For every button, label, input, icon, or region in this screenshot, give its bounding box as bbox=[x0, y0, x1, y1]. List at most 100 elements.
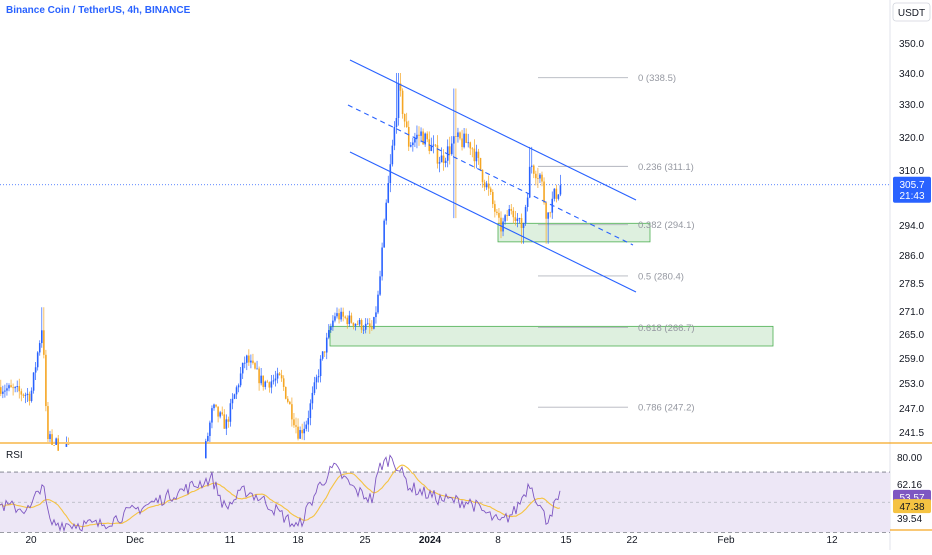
candle-body bbox=[414, 138, 416, 143]
candle-body bbox=[289, 401, 291, 405]
candle-body bbox=[282, 378, 285, 387]
candle-body bbox=[412, 142, 414, 146]
candle-body bbox=[518, 218, 521, 219]
candle-body bbox=[362, 329, 365, 331]
candle-body bbox=[241, 362, 244, 374]
price-axis-tick: 294.0 bbox=[899, 221, 924, 232]
candle-body bbox=[284, 386, 287, 399]
support-zone[interactable] bbox=[497, 222, 651, 243]
candle-body bbox=[498, 212, 500, 218]
current-price-value: 305.7 bbox=[899, 180, 924, 191]
candle-body bbox=[405, 121, 408, 127]
channel-lower-line[interactable] bbox=[349, 151, 637, 293]
candle-body bbox=[430, 145, 433, 152]
candle-body bbox=[508, 209, 510, 216]
candle-body bbox=[391, 145, 394, 165]
candle-body bbox=[369, 323, 371, 328]
candle-body bbox=[344, 316, 346, 318]
candle-body bbox=[555, 188, 558, 199]
candle-body bbox=[364, 323, 367, 330]
candle-body bbox=[487, 183, 490, 189]
candle-body bbox=[315, 377, 318, 383]
candle-body bbox=[246, 355, 248, 363]
candle-body bbox=[360, 320, 363, 330]
candle-body bbox=[233, 394, 236, 399]
support-zone[interactable] bbox=[329, 325, 774, 347]
candle-body bbox=[489, 188, 492, 193]
channel-upper-line[interactable] bbox=[349, 59, 637, 201]
candle-body bbox=[325, 337, 328, 353]
candle-body bbox=[24, 394, 27, 396]
candle-body bbox=[371, 327, 373, 329]
candle-body bbox=[256, 368, 258, 370]
candle-body bbox=[528, 166, 531, 198]
candle-body bbox=[383, 220, 385, 248]
candle-body bbox=[16, 386, 18, 388]
candle-body bbox=[426, 133, 428, 140]
candle-body bbox=[299, 430, 301, 439]
price-axis-tick: 247.0 bbox=[899, 404, 924, 415]
candle-body bbox=[506, 215, 508, 217]
currency-button[interactable] bbox=[892, 2, 931, 22]
candle-body bbox=[401, 90, 404, 114]
candle-body bbox=[547, 212, 549, 219]
candle-body bbox=[377, 294, 379, 313]
candle-body bbox=[0, 387, 2, 394]
candle-body bbox=[336, 313, 338, 317]
price-axis-tick: 340.0 bbox=[899, 69, 924, 80]
candle-body bbox=[18, 386, 21, 392]
candle-body bbox=[229, 403, 232, 422]
candle-body bbox=[346, 317, 349, 325]
rsi-axis-tick: 80.00 bbox=[897, 453, 922, 464]
candle-body bbox=[420, 131, 422, 136]
price-axis-tick: 320.0 bbox=[899, 133, 924, 144]
candle-body bbox=[254, 363, 256, 369]
candle-body bbox=[375, 312, 377, 318]
candle-body bbox=[479, 157, 482, 170]
candle-body bbox=[217, 406, 219, 417]
candle-body bbox=[213, 404, 215, 409]
candle-body bbox=[535, 173, 537, 179]
candle-body bbox=[473, 148, 476, 162]
price-axis-tick: 265.0 bbox=[899, 330, 924, 341]
candle-body bbox=[422, 131, 424, 145]
candle-body bbox=[51, 434, 53, 445]
candle-body bbox=[559, 185, 562, 195]
candle-body bbox=[385, 202, 387, 221]
candle-body bbox=[520, 218, 523, 228]
candle-body bbox=[342, 311, 344, 317]
rsi-ma-badge bbox=[893, 499, 931, 514]
candle-body bbox=[340, 311, 342, 320]
candle-body bbox=[248, 355, 250, 363]
candle-body bbox=[227, 419, 230, 422]
candle-body bbox=[530, 165, 533, 167]
time-axis-tick: 12 bbox=[826, 535, 838, 546]
time-axis-tick: Feb bbox=[717, 535, 735, 546]
candle-body bbox=[455, 136, 457, 137]
candle-body bbox=[274, 378, 277, 381]
candle-body bbox=[432, 144, 435, 146]
candle-body bbox=[481, 169, 484, 183]
candle-body bbox=[237, 385, 240, 388]
rsi-axis-tick: 62.16 bbox=[897, 480, 922, 491]
candle-body bbox=[545, 202, 547, 219]
candle-body bbox=[20, 391, 23, 395]
channel-middle-line[interactable] bbox=[347, 104, 634, 246]
candle-body bbox=[28, 393, 31, 402]
candle-body bbox=[483, 182, 486, 188]
candle-body bbox=[407, 126, 410, 147]
candle-body bbox=[32, 372, 35, 391]
candle-body bbox=[323, 351, 326, 353]
candle-body bbox=[459, 132, 461, 139]
candle-body bbox=[328, 330, 330, 338]
candle-body bbox=[463, 133, 465, 148]
current-price-badge bbox=[893, 176, 931, 203]
candle-body bbox=[2, 391, 4, 394]
candle-body bbox=[297, 426, 299, 439]
rsi-value: 53.57 bbox=[899, 493, 924, 504]
candle-body bbox=[10, 385, 12, 388]
candle-body bbox=[539, 174, 541, 179]
candle-body bbox=[287, 398, 289, 402]
